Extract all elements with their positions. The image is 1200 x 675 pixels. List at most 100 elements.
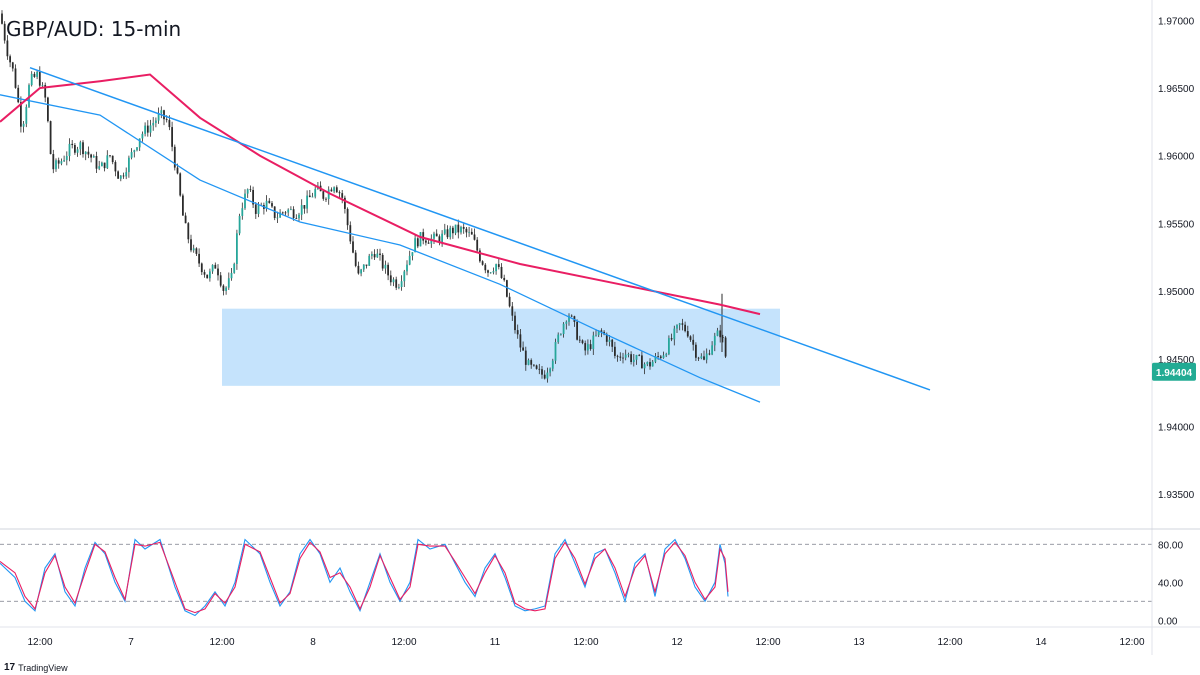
bear-candle <box>109 155 111 157</box>
bear-candle <box>271 203 273 207</box>
bear-candle <box>659 356 662 358</box>
bear-candle <box>206 274 209 279</box>
bear-candle <box>252 190 254 205</box>
demand-zone <box>222 308 780 386</box>
bear-candle <box>354 252 357 266</box>
bull-candle <box>133 150 136 153</box>
bull-candle <box>716 330 719 336</box>
bear-candle <box>692 339 695 345</box>
bull-candle <box>608 339 611 342</box>
time-tick-label: 12:00 <box>391 637 416 648</box>
bull-candle <box>298 214 300 219</box>
brand: 17 TradingView <box>4 662 68 673</box>
bear-candle <box>438 236 441 243</box>
time-tick-label: 12:00 <box>1119 637 1144 648</box>
price-tick-label: 1.95000 <box>1158 287 1195 298</box>
bear-candle <box>214 264 217 269</box>
bear-candle <box>90 154 92 158</box>
price-tick-label: 1.93500 <box>1158 490 1195 501</box>
bull-candle <box>400 281 403 288</box>
bull-candle <box>244 193 246 209</box>
bull-candle <box>654 356 657 362</box>
stochastic-tick-label: 40.00 <box>1158 578 1183 589</box>
bear-candle <box>470 231 473 235</box>
last-price-label: 1.94404 <box>1156 368 1193 379</box>
time-tick-label: 12:00 <box>209 637 234 648</box>
bull-candle <box>30 73 33 86</box>
bull-candle <box>492 271 495 273</box>
bear-candle <box>614 346 616 356</box>
bull-candle <box>125 172 128 177</box>
bull-candle <box>84 151 87 155</box>
bear-candle <box>303 205 306 209</box>
bear-candle <box>82 142 84 155</box>
bear-candle <box>182 195 184 216</box>
bull-candle <box>443 229 446 234</box>
bull-candle <box>241 208 244 216</box>
bull-candle <box>155 120 157 123</box>
bull-candle <box>403 271 406 282</box>
bear-candle <box>71 143 74 146</box>
bear-candle <box>538 368 541 370</box>
bear-candle <box>295 217 298 219</box>
bear-candle <box>357 265 360 274</box>
bear-candle <box>117 171 119 179</box>
bear-candle <box>335 187 338 193</box>
bull-candle <box>406 264 408 272</box>
bear-candle <box>689 336 692 340</box>
bear-candle <box>519 334 522 348</box>
bull-candle <box>311 196 314 198</box>
bull-candle <box>25 106 28 124</box>
bear-candle <box>219 275 222 286</box>
bear-candle <box>268 200 271 204</box>
bear-candle <box>176 167 179 174</box>
bear-candle <box>373 254 376 258</box>
bull-candle <box>101 162 103 167</box>
time-tick-label: 12 <box>671 637 683 648</box>
bull-candle <box>371 254 373 256</box>
bull-candle <box>92 156 95 158</box>
bull-candle <box>408 255 411 265</box>
bear-candle <box>217 268 219 276</box>
bear-candle <box>516 330 519 335</box>
bull-candle <box>597 330 600 335</box>
bear-candle <box>524 350 527 365</box>
bear-candle <box>703 356 705 360</box>
time-tick-label: 8 <box>310 637 316 648</box>
bear-candle <box>341 193 344 198</box>
bear-candle <box>484 264 487 271</box>
bear-candle <box>506 280 508 297</box>
bear-candle <box>435 233 438 237</box>
bear-candle <box>452 227 454 234</box>
bull-candle <box>36 71 38 77</box>
axes-layer: 1.97000 1.96500 1.96000 1.95500 1.95000 1.945… <box>0 0 1200 655</box>
bear-candle <box>457 224 460 233</box>
bear-candle <box>273 206 276 218</box>
stochastic-d-line <box>0 541 729 614</box>
bear-candle <box>476 239 479 251</box>
bull-candle <box>495 264 497 272</box>
bull-candle <box>138 138 141 148</box>
bull-candle <box>65 156 68 161</box>
candles-layer <box>1 10 727 383</box>
bull-candle <box>287 209 290 213</box>
bear-candle <box>3 23 6 41</box>
bear-candle <box>103 162 106 169</box>
bull-candle <box>22 123 25 127</box>
bear-candle <box>530 360 533 365</box>
bull-candle <box>227 278 230 288</box>
bear-candle <box>38 71 41 86</box>
bull-candle <box>265 200 268 209</box>
bull-candle <box>362 264 365 270</box>
bull-candle <box>157 113 160 121</box>
bull-candle <box>360 269 362 274</box>
bull-candle <box>560 333 562 335</box>
bear-candle <box>543 374 546 379</box>
bull-candle <box>225 287 227 291</box>
bear-candle <box>365 264 368 266</box>
bull-candle <box>419 232 422 247</box>
bull-candle <box>713 335 716 346</box>
bull-candle <box>546 372 549 379</box>
bear-candle <box>446 229 449 238</box>
